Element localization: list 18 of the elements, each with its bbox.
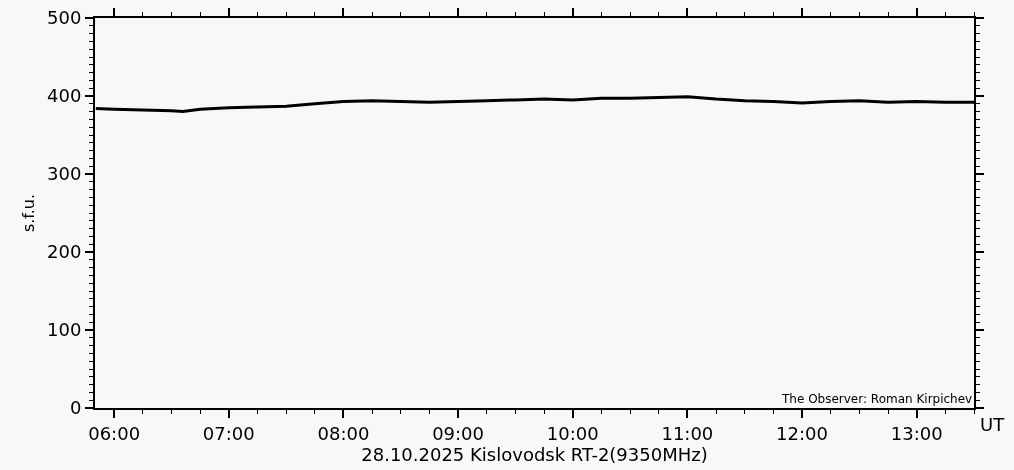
text: UT <box>980 414 1006 435</box>
y-tick-label: 200 <box>47 241 82 263</box>
x-tick-label: 10:00 <box>546 422 599 444</box>
x-tick-label: 12:00 <box>776 422 828 444</box>
y-tick-label: 500 <box>47 7 82 29</box>
x-tick-label: 08:00 <box>317 422 370 444</box>
y-tick-label: 100 <box>47 319 82 341</box>
x-tick-label: 11:00 <box>661 422 714 444</box>
x-axis-title: 28.10.2025 Kislovodsk RT-2(9350MHz) <box>361 443 708 465</box>
annotation: The Observer: Roman Kirpichev <box>781 392 973 406</box>
y-tick-label: 0 <box>69 397 82 419</box>
x-tick-label: 13:00 <box>890 422 943 444</box>
x-tick-label: 06:00 <box>88 422 141 444</box>
x-tick-label: 09:00 <box>432 422 485 444</box>
y-axis-title: s.f.u. <box>19 193 39 233</box>
x-tick-label: 07:00 <box>202 422 255 444</box>
y-tick-label: 300 <box>47 163 82 185</box>
y-tick-label: 400 <box>47 85 82 107</box>
